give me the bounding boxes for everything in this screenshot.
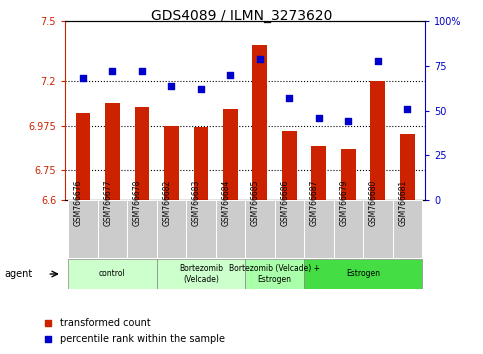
Point bbox=[109, 68, 116, 74]
Text: GSM766680: GSM766680 bbox=[369, 180, 378, 226]
Point bbox=[44, 336, 52, 342]
Text: Estrogen: Estrogen bbox=[346, 269, 380, 279]
Text: transformed count: transformed count bbox=[60, 318, 151, 328]
Text: percentile rank within the sample: percentile rank within the sample bbox=[60, 334, 226, 344]
Text: agent: agent bbox=[5, 269, 33, 279]
Point bbox=[403, 106, 411, 112]
Text: GSM766676: GSM766676 bbox=[74, 180, 83, 226]
Bar bbox=[312, 146, 326, 200]
Bar bbox=[304, 259, 422, 289]
Point bbox=[315, 115, 323, 121]
Text: GSM766687: GSM766687 bbox=[310, 180, 319, 226]
Bar bbox=[282, 131, 297, 200]
Bar bbox=[370, 81, 385, 200]
Point bbox=[256, 56, 264, 62]
Bar bbox=[164, 126, 179, 200]
Point bbox=[374, 58, 382, 63]
Point bbox=[79, 76, 87, 81]
Bar bbox=[215, 200, 245, 258]
Bar bbox=[275, 200, 304, 258]
Bar bbox=[253, 45, 267, 200]
Bar bbox=[156, 259, 245, 289]
Bar bbox=[156, 200, 186, 258]
Bar bbox=[363, 200, 393, 258]
Bar bbox=[304, 200, 334, 258]
Text: GSM766678: GSM766678 bbox=[133, 180, 142, 226]
Point bbox=[344, 119, 352, 124]
Text: GSM766679: GSM766679 bbox=[340, 180, 348, 226]
Text: GSM766684: GSM766684 bbox=[221, 180, 230, 226]
Bar bbox=[334, 200, 363, 258]
Text: GSM766682: GSM766682 bbox=[162, 180, 171, 226]
Bar bbox=[245, 259, 304, 289]
Text: GSM766686: GSM766686 bbox=[280, 180, 289, 226]
Text: control: control bbox=[99, 269, 126, 279]
Point bbox=[168, 83, 175, 88]
Bar bbox=[393, 200, 422, 258]
Bar bbox=[223, 109, 238, 200]
Point bbox=[138, 68, 146, 74]
Text: GSM766681: GSM766681 bbox=[398, 180, 407, 226]
Text: GSM766685: GSM766685 bbox=[251, 180, 260, 226]
Bar bbox=[341, 149, 355, 200]
Text: Bortezomib (Velcade) +
Estrogen: Bortezomib (Velcade) + Estrogen bbox=[229, 264, 320, 284]
Text: GSM766683: GSM766683 bbox=[192, 180, 201, 226]
Text: GDS4089 / ILMN_3273620: GDS4089 / ILMN_3273620 bbox=[151, 9, 332, 23]
Bar bbox=[98, 200, 127, 258]
Bar bbox=[245, 200, 275, 258]
Bar bbox=[127, 200, 156, 258]
Text: Bortezomib
(Velcade): Bortezomib (Velcade) bbox=[179, 264, 223, 284]
Point bbox=[197, 86, 205, 92]
Text: GSM766677: GSM766677 bbox=[103, 180, 113, 226]
Bar bbox=[135, 107, 149, 200]
Point bbox=[44, 320, 52, 326]
Bar bbox=[75, 113, 90, 200]
Bar bbox=[186, 200, 215, 258]
Bar bbox=[400, 135, 415, 200]
Point bbox=[227, 72, 234, 78]
Bar bbox=[68, 259, 156, 289]
Bar bbox=[194, 126, 208, 200]
Bar bbox=[68, 200, 98, 258]
Point bbox=[285, 95, 293, 101]
Bar bbox=[105, 103, 120, 200]
